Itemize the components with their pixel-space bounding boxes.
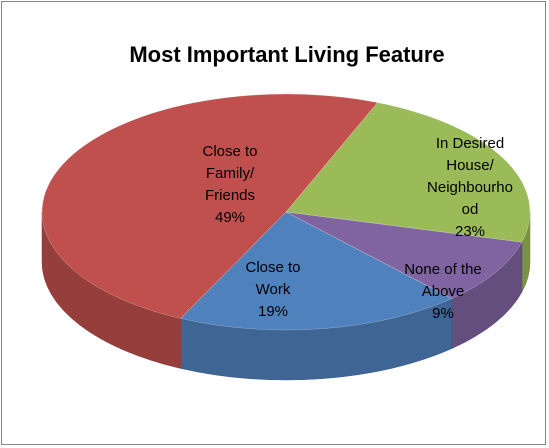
- slice-category: Close to Work: [245, 259, 301, 298]
- slice-value: 23%: [454, 223, 486, 240]
- slice: [41, 93, 378, 319]
- slice: [180, 211, 453, 331]
- slice: [285, 102, 531, 243]
- data-label: None of the Above 9%: [398, 259, 488, 325]
- chart-title: Most Important Living Feature: [129, 42, 444, 67]
- data-label: Close to Family/ Friends 49%: [191, 141, 269, 229]
- slice-category: In Desired House/ Neighbourhood: [427, 135, 513, 218]
- slice-value: 19%: [257, 303, 289, 320]
- slice-category: Close to Family/ Friends: [202, 143, 258, 204]
- slice: [285, 211, 523, 299]
- slice-category: None of the Above: [404, 261, 482, 300]
- slice-value: 49%: [214, 209, 246, 226]
- data-label: Close to Work 19%: [233, 257, 313, 323]
- data-label: In Desired House/ Neighbourhood 23%: [426, 133, 514, 243]
- slice-value: 9%: [432, 305, 454, 322]
